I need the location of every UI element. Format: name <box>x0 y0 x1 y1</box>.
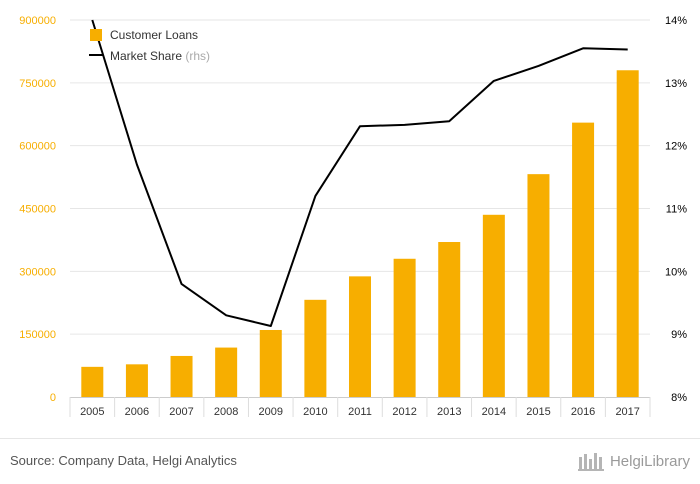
x-axis-tick-label: 2005 <box>80 406 104 418</box>
x-axis-tick-label: 2012 <box>392 406 416 418</box>
left-axis-tick-label: 150000 <box>19 329 56 341</box>
right-axis-tick-label: 14% <box>665 15 687 27</box>
x-axis-tick-label: 2016 <box>571 406 595 418</box>
combo-chart: 0 150000 300000 450000 600000 750000 900000 8% 9… <box>19 15 687 418</box>
right-axis-tick-label: 9% <box>671 329 687 341</box>
left-axis-tick-label: 0 <box>50 392 56 404</box>
x-axis-tick-label: 2017 <box>615 406 639 418</box>
bar <box>125 364 148 397</box>
right-axis-tick-label: 8% <box>671 392 687 404</box>
left-axis-tick-label: 750000 <box>19 78 56 90</box>
bar <box>349 276 371 397</box>
right-axis-tick-label: 12% <box>665 141 687 153</box>
right-axis-tick-label: 10% <box>665 266 687 278</box>
bar <box>616 70 639 398</box>
x-axis-tick-label: 2007 <box>169 406 193 418</box>
x-axis-tick-label: 2015 <box>526 406 550 418</box>
x-axis-tick-label: 2010 <box>303 406 327 418</box>
x-axis-tick-label: 2013 <box>437 406 461 418</box>
source-note: Source: Company Data, Helgi Analytics <box>10 453 237 468</box>
helgi-library-logo[interactable]: HelgiLibrary <box>577 449 690 473</box>
bar <box>259 329 282 397</box>
right-axis-tick-label: 13% <box>665 78 687 90</box>
market-share-line <box>91 19 628 327</box>
x-axis-tick-label: 2008 <box>214 406 238 418</box>
bar <box>215 347 238 397</box>
bar <box>304 299 327 397</box>
bar <box>438 242 461 397</box>
left-axis-tick-label: 450000 <box>19 204 56 216</box>
legend-label-rhs: (rhs) <box>185 49 210 63</box>
bar <box>81 366 104 397</box>
bar <box>527 174 550 397</box>
legend-label-market-share-name: Market Share <box>110 49 185 63</box>
x-axis-tick-label: 2009 <box>259 406 283 418</box>
bar <box>393 258 416 397</box>
left-axis-tick-label: 600000 <box>19 141 56 153</box>
x-axis-tick-label: 2011 <box>348 406 372 418</box>
right-axis-tick-label: 11% <box>666 204 687 216</box>
bar <box>482 214 505 397</box>
bar <box>170 355 193 397</box>
footer: Source: Company Data, Helgi Analytics He… <box>0 438 700 484</box>
left-axis-tick-label: 900000 <box>19 15 56 27</box>
legend-swatch-customer-loans <box>90 29 102 41</box>
bar <box>572 122 595 397</box>
x-axis-tick-label: 2014 <box>482 406 506 418</box>
logo-text: HelgiLibrary <box>609 452 690 470</box>
left-axis-tick-label: 300000 <box>19 266 56 278</box>
legend-label-customer-loans: Customer Loans <box>110 28 198 42</box>
library-logo-icon <box>577 453 604 471</box>
x-axis-tick-label: 2006 <box>125 406 149 418</box>
legend-label-market-share: Market Share (rhs) <box>110 49 210 63</box>
